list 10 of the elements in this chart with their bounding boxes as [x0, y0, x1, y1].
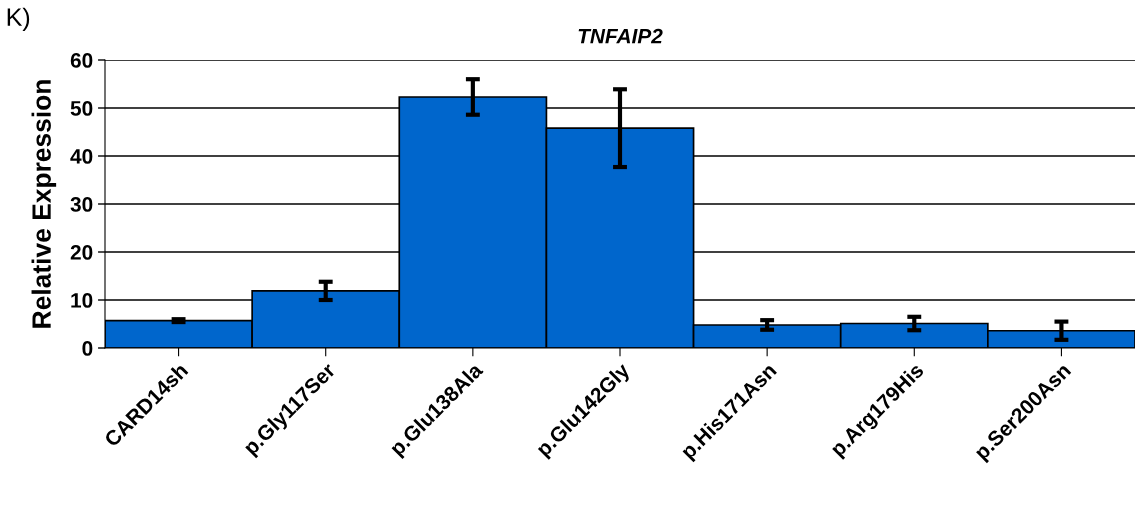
y-tick-label: 40: [70, 149, 93, 164]
y-tick-label: 0: [82, 341, 93, 356]
text: K): [7, 7, 30, 31]
y-tick-label: 10: [71, 293, 93, 308]
y-tick-label: 60: [70, 53, 93, 68]
y-tick-label: 20: [70, 245, 93, 260]
chart-title: TNFAIP2: [578, 28, 663, 44]
y-axis-title: Relative Expression: [31, 80, 57, 328]
y-tick-label: 30: [70, 197, 93, 212]
y-tick-label: 50: [70, 101, 93, 116]
